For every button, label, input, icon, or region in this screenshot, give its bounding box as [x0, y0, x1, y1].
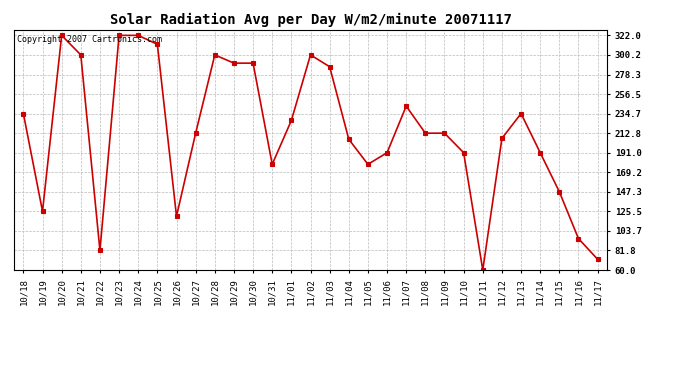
Title: Solar Radiation Avg per Day W/m2/minute 20071117: Solar Radiation Avg per Day W/m2/minute … [110, 13, 511, 27]
Text: Copyright 2007 Cartronics.com: Copyright 2007 Cartronics.com [17, 35, 161, 44]
